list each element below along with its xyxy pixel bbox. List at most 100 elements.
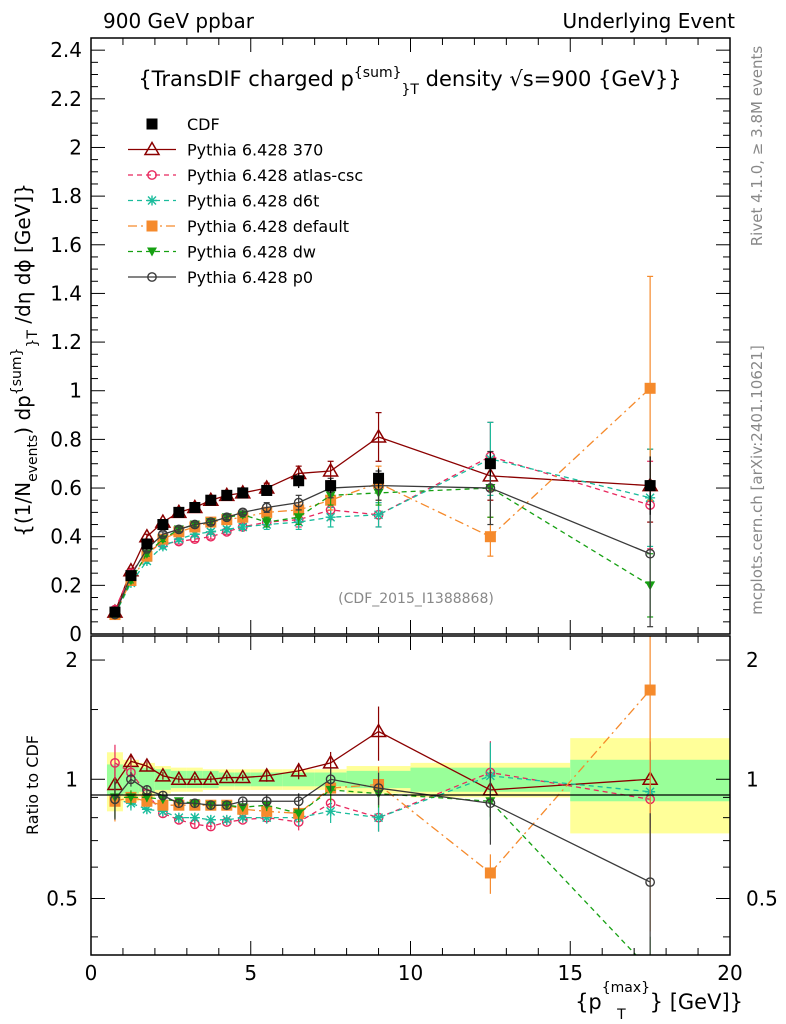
- cdf-data-point: [157, 519, 169, 531]
- legend: CDF Pythia 6.428 370 Pythia 6.428 atlas-cs…: [128, 115, 363, 287]
- y-tick-label: 1.6: [50, 233, 82, 257]
- x-tick-label: 15: [558, 961, 583, 985]
- cdf-data-point: [237, 487, 249, 499]
- ratio-point: [261, 805, 273, 817]
- x-axis-label: {p{max} T} [GeV]}: [575, 980, 743, 1023]
- data-point: [325, 512, 336, 523]
- ratio-point: [645, 877, 656, 888]
- y-tick-label: 0.4: [50, 525, 82, 549]
- ratio-point: [293, 809, 304, 819]
- ratio-band-inner: [138, 767, 155, 792]
- ratio-point: [237, 803, 248, 813]
- legend-marker: [143, 141, 161, 156]
- cdf-data-point: [484, 458, 496, 470]
- data-point: [237, 521, 248, 532]
- legend-marker: [146, 118, 158, 130]
- data-point: [221, 524, 232, 535]
- legend-marker: [147, 195, 157, 206]
- y-tick-label: 0.8: [50, 427, 82, 451]
- data-point: [485, 483, 496, 493]
- ratio-point: [322, 754, 339, 769]
- ratio-tick-label-right: 2: [746, 648, 759, 672]
- ratio-point: [258, 767, 276, 782]
- legend-marker: [147, 272, 157, 282]
- ratio-point: [170, 770, 188, 786]
- mcplots-label: mcplots.cern.ch [arXiv:2401.10621]: [748, 345, 766, 615]
- legend-label: Pythia 6.428 dw: [187, 243, 316, 262]
- header-left: 900 GeV ppbar: [103, 9, 255, 33]
- data-point: [157, 529, 168, 540]
- ratio-point: [205, 814, 216, 825]
- x-tick-label: 5: [244, 961, 257, 985]
- ratio-tick-label: 1: [65, 767, 78, 791]
- ratio-band-inner: [282, 772, 315, 787]
- legend-label: Pythia 6.428 d6t: [187, 192, 319, 211]
- data-point: [261, 518, 272, 528]
- cdf-data-point: [109, 606, 121, 618]
- ratio-point: [157, 799, 169, 811]
- ratio-tick-label-right: 1: [746, 767, 759, 791]
- ratio-point: [644, 684, 656, 696]
- data-point: [370, 428, 387, 443]
- ratio-point: [154, 767, 172, 782]
- legend-label: Pythia 6.428 default: [187, 217, 349, 236]
- data-point: [205, 526, 216, 537]
- ratio-point: [186, 770, 204, 786]
- ratio-point: [126, 774, 136, 785]
- y-tick-label: 1: [69, 379, 82, 403]
- data-point: [645, 548, 656, 559]
- ratio-plot-series: [106, 636, 659, 955]
- data-point: [189, 519, 200, 530]
- data-point: [157, 541, 168, 552]
- cdf-data-point: [293, 475, 305, 487]
- y-axis-label: {(1/Nevents) dp{sum}}T /dη dϕ [GeV]}: [9, 183, 41, 537]
- cdf-data-point: [261, 484, 273, 496]
- cdf-data-point: [644, 480, 656, 492]
- ratio-point: [141, 804, 152, 815]
- ratio-point: [261, 796, 272, 807]
- x-tick-label: 20: [717, 961, 742, 985]
- ratio-point: [205, 800, 216, 811]
- data-point: [484, 531, 496, 543]
- y-tick-label: 2: [69, 135, 82, 159]
- data-point: [205, 517, 216, 527]
- cdf-data-point: [373, 472, 385, 484]
- y-tick-label: 1.4: [50, 281, 82, 305]
- ratio-y-axis-label: Ratio to CDF: [23, 735, 42, 835]
- data-point: [189, 529, 200, 540]
- cdf-data-point: [205, 494, 217, 506]
- data-point: [221, 512, 232, 523]
- x-tick-label: 0: [85, 961, 98, 985]
- cdf-data-point: [325, 480, 337, 492]
- ratio-point: [373, 783, 384, 793]
- ratio-point: [234, 769, 252, 784]
- analysis-id: (CDF_2015_I1388868): [338, 591, 494, 607]
- legend-label: Pythia 6.428 370: [187, 141, 323, 160]
- legend-label: Pythia 6.428 atlas-csc: [187, 166, 363, 185]
- ratio-point: [485, 798, 496, 809]
- ratio-point: [110, 757, 120, 768]
- ratio-tick-label: 2: [65, 648, 78, 672]
- legend-label: Pythia 6.428 p0: [187, 268, 313, 287]
- legend-marker: [146, 220, 158, 232]
- y-tick-label: 0.2: [50, 573, 82, 597]
- ratio-point: [138, 757, 156, 772]
- data-point: [173, 534, 184, 545]
- cdf-data-point: [173, 506, 185, 518]
- ratio-point: [484, 867, 496, 879]
- data-point: [261, 502, 272, 513]
- ratio-point: [157, 806, 168, 817]
- ratio-point: [125, 793, 136, 803]
- main-plot-series: [106, 275, 659, 628]
- legend-label: CDF: [187, 115, 220, 134]
- data-point: [293, 497, 304, 508]
- data-point: [322, 462, 339, 477]
- ratio-point: [290, 762, 307, 777]
- axes: 0 5 10 15 20 0 0.2 0.4 0.6 0.8 1 1.2 1.4 1.6 1.8 2 2.2 2.…: [46, 37, 778, 985]
- ratio-point: [173, 812, 184, 823]
- y-tick-label: 0: [69, 622, 82, 646]
- header-right: Underlying Event: [562, 9, 735, 33]
- data-point: [237, 507, 248, 518]
- ratio-point: [325, 774, 336, 785]
- ratio-point: [261, 812, 272, 823]
